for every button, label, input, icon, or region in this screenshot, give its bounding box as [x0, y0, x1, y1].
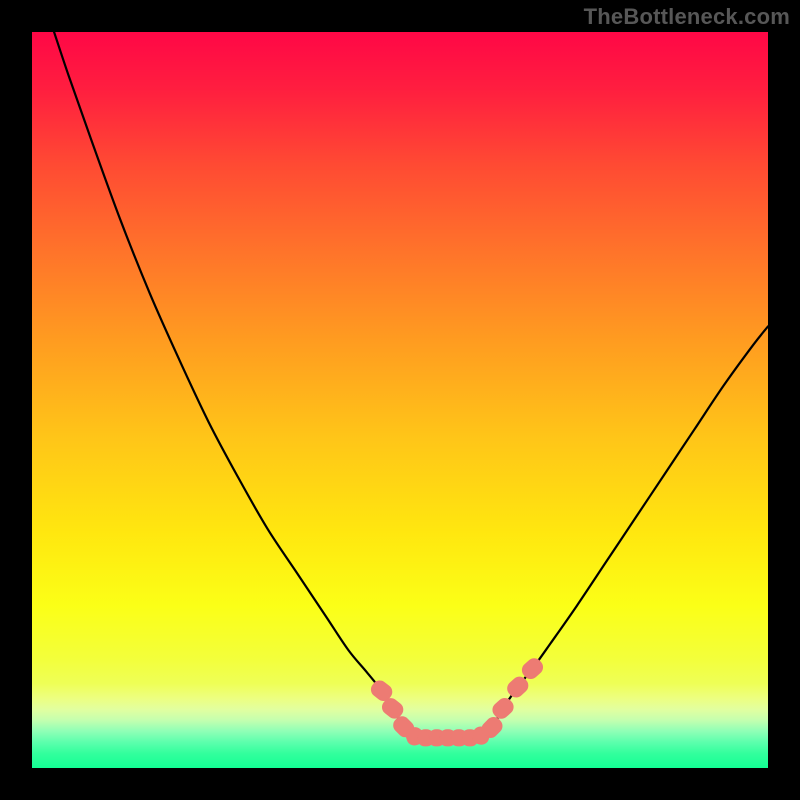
chart-root: TheBottleneck.com: [0, 0, 800, 800]
bottleneck-chart: [0, 0, 800, 800]
plot-background: [32, 32, 768, 768]
